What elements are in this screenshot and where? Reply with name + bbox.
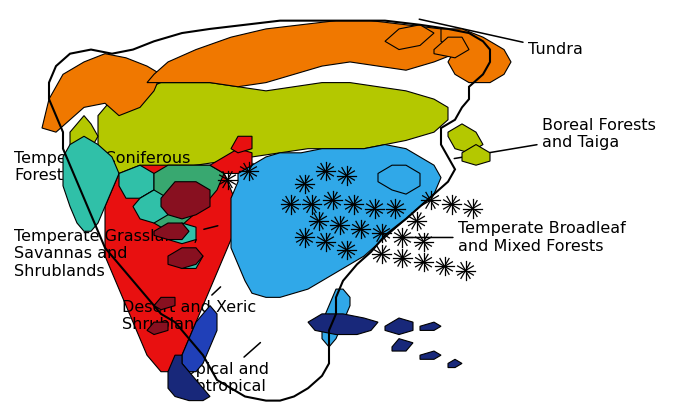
Text: Tundra: Tundra (419, 19, 583, 57)
Polygon shape (392, 339, 413, 351)
Polygon shape (385, 25, 434, 50)
Text: Tropical and
Subtropical: Tropical and Subtropical (172, 342, 269, 394)
Polygon shape (182, 306, 217, 372)
Polygon shape (385, 318, 413, 335)
Polygon shape (147, 21, 469, 87)
Polygon shape (441, 29, 511, 83)
Polygon shape (231, 145, 441, 297)
Text: Temperate Coniferous
Forests: Temperate Coniferous Forests (14, 151, 207, 183)
Polygon shape (168, 355, 210, 401)
Polygon shape (119, 165, 154, 198)
Polygon shape (63, 136, 119, 231)
Polygon shape (140, 165, 224, 231)
Polygon shape (70, 116, 98, 157)
Polygon shape (168, 248, 203, 268)
Polygon shape (161, 182, 210, 219)
Polygon shape (308, 314, 378, 335)
Polygon shape (448, 359, 462, 368)
Polygon shape (133, 190, 168, 223)
Polygon shape (147, 322, 168, 335)
Polygon shape (378, 165, 420, 194)
Polygon shape (154, 297, 175, 310)
Polygon shape (322, 289, 350, 347)
Polygon shape (168, 223, 196, 244)
Polygon shape (462, 145, 490, 165)
Polygon shape (42, 54, 161, 132)
Text: Desert and Xeric
Shrublands: Desert and Xeric Shrublands (122, 287, 257, 332)
Text: Temperate Broadleaf
and Mixed Forests: Temperate Broadleaf and Mixed Forests (398, 221, 626, 254)
Polygon shape (434, 37, 469, 58)
Polygon shape (210, 149, 252, 173)
Polygon shape (98, 83, 448, 173)
Text: Temperate Grasslands,
Savannas and
Shrublands: Temperate Grasslands, Savannas and Shrub… (14, 226, 218, 279)
Polygon shape (420, 351, 441, 359)
Polygon shape (448, 124, 483, 153)
Polygon shape (175, 252, 203, 268)
Polygon shape (105, 165, 238, 372)
Text: Boreal Forests
and Taiga: Boreal Forests and Taiga (454, 118, 657, 159)
Polygon shape (420, 322, 441, 330)
Polygon shape (154, 223, 189, 240)
Polygon shape (231, 136, 252, 153)
